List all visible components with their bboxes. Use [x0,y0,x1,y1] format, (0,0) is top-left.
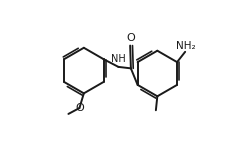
Text: O: O [76,103,84,113]
Text: NH: NH [110,54,125,64]
Text: NH₂: NH₂ [176,41,196,51]
Text: O: O [127,33,136,43]
